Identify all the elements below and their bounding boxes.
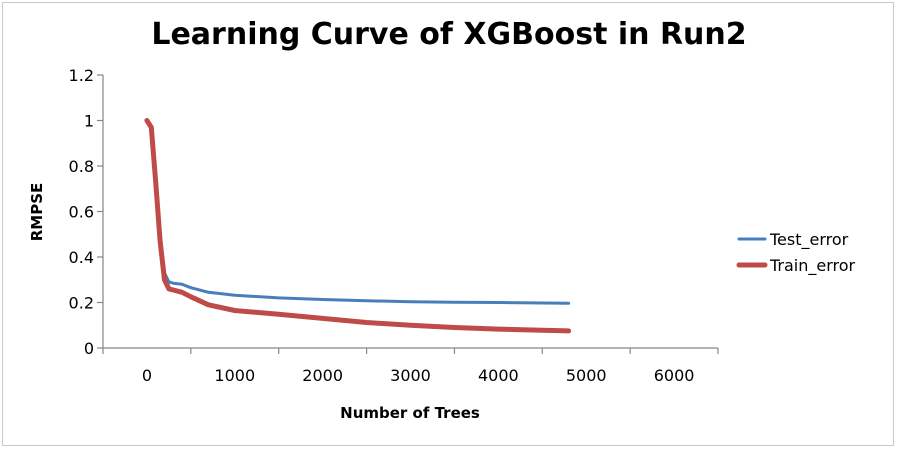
x-tick-label: 0	[142, 366, 152, 385]
y-tick-label: 0.8	[69, 157, 94, 176]
x-tick-label: 3000	[390, 366, 431, 385]
y-tick-label: 0.2	[69, 294, 94, 313]
y-tick-label: 0.4	[69, 248, 94, 267]
series-layer	[144, 118, 572, 334]
x-axis-label: Number of Trees	[340, 404, 480, 422]
x-tick-label: 2000	[302, 366, 343, 385]
y-tick-label: 1.2	[69, 66, 94, 85]
y-tick-label: 0.6	[69, 203, 94, 222]
series-line-test-error	[145, 119, 571, 305]
x-tick-label: 4000	[478, 366, 519, 385]
chart-title: Learning Curve of XGBoost in Run2	[151, 17, 746, 52]
x-tick-label: 1000	[214, 366, 255, 385]
y-tick-label: 0	[84, 339, 94, 358]
y-axis-label: RMPSE	[28, 183, 46, 242]
legend-label-test-error: Test_error	[769, 230, 849, 250]
legend: Test_error Train_error	[736, 230, 856, 276]
y-tick-label: 1	[84, 112, 94, 131]
x-tick-label: 5000	[566, 366, 607, 385]
axes: 0 0.2 0.4 0.6 0.8 1 1.2 0 1000 2000 3000 4000 5000 60…	[69, 66, 719, 385]
series-line-train-error	[144, 118, 572, 334]
x-tick-label: 6000	[654, 366, 695, 385]
legend-label-train-error: Train_error	[769, 256, 856, 276]
